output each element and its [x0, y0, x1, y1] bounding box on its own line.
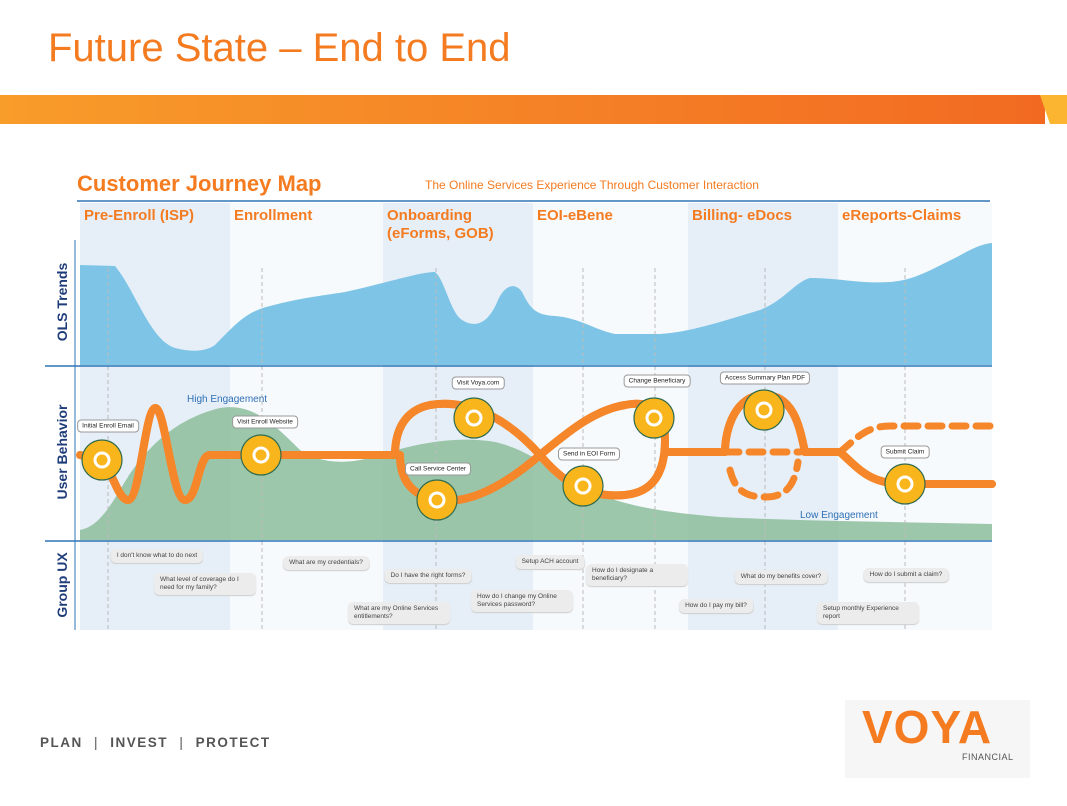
touchpoint-glyph	[645, 409, 663, 427]
touchpoint-glyph	[465, 409, 483, 427]
touchpoint-label: Visit Voya.com	[451, 376, 505, 390]
engagement-label: High Engagement	[187, 394, 268, 405]
stage-label: Billing- eDocs	[692, 207, 793, 224]
touchpoint-label: Initial Enroll Email	[77, 419, 139, 433]
touchpoint-label: Visit Enroll Website	[232, 415, 298, 429]
touchpoint-circle	[416, 479, 458, 521]
touchpoint-circle	[633, 397, 675, 439]
question-bubble: What do my benefits cover?	[734, 570, 828, 584]
separator: |	[94, 735, 100, 750]
separator: |	[179, 735, 185, 750]
touchpoint-label: Send in EOI Form	[557, 447, 621, 461]
logo-name: VOYA	[862, 701, 993, 753]
tagline: PLAN | INVEST | PROTECT	[40, 735, 271, 750]
row-label: OLS Trends	[54, 262, 70, 342]
engagement-label: Low Engagement	[800, 510, 878, 521]
touchpoint-glyph	[252, 446, 270, 464]
question-bubble: Setup monthly Experience report	[817, 602, 919, 624]
stage-label: Enrollment	[234, 207, 313, 224]
touchpoint-glyph	[896, 475, 914, 493]
map-title: Customer Journey Map	[77, 171, 322, 196]
engagement-area	[80, 407, 992, 540]
question-bubble: Setup ACH account	[515, 555, 585, 569]
row-label: Group UX	[54, 552, 70, 618]
touchpoint-glyph	[93, 451, 111, 469]
question-bubble: How do I change my Online Services passw…	[471, 590, 573, 612]
tagline-word: PLAN	[40, 735, 83, 750]
touchpoint-label: Submit Claim	[880, 445, 930, 459]
stage-label: Onboarding (eForms, GOB)	[387, 207, 494, 242]
tagline-word: PROTECT	[195, 735, 271, 750]
touchpoint-circle	[81, 439, 123, 481]
touchpoint-label: Call Service Center	[405, 462, 471, 476]
question-bubble: How do I designate a beneficiary?	[586, 564, 688, 586]
header-bar	[0, 95, 1045, 124]
touchpoint-circle	[562, 465, 604, 507]
touchpoint-glyph	[755, 401, 773, 419]
tagline-word: INVEST	[110, 735, 169, 750]
touchpoint-circle	[743, 389, 785, 431]
header-chevron	[1040, 95, 1067, 124]
journey-path	[76, 391, 996, 501]
question-bubble: What are my Online Services entitlements…	[348, 602, 450, 624]
touchpoint-glyph	[428, 491, 446, 509]
touchpoint-circle	[453, 397, 495, 439]
touchpoint-label: Change Beneficiary	[623, 374, 691, 388]
question-bubble: What level of coverage do I need for my …	[154, 573, 256, 595]
question-bubble: What are my credentials?	[283, 556, 369, 570]
touchpoint-label: Access Summary Plan PDF	[719, 371, 811, 385]
row-label: User Behavior	[54, 404, 70, 500]
question-bubble: Do I have the right forms?	[384, 569, 472, 583]
question-bubble: I don't know what to do next	[110, 549, 204, 563]
slide-title: Future State – End to End	[48, 26, 511, 70]
question-bubble: How do I submit a claim?	[863, 568, 949, 582]
stage-label: Pre-Enroll (ISP)	[84, 207, 195, 224]
stage-label: EOI-eBene	[537, 207, 613, 224]
touchpoint-circle	[884, 463, 926, 505]
touchpoint-glyph	[574, 477, 592, 495]
logo-sub: FINANCIAL	[962, 752, 1014, 762]
touchpoint-circle	[240, 434, 282, 476]
stage-label: eReports-Claims	[842, 207, 962, 224]
touchpoint-icons	[81, 389, 926, 521]
logo-box	[845, 700, 1030, 778]
map-subtitle: The Online Services Experience Through C…	[425, 178, 759, 192]
question-bubble: How do I pay my bill?	[679, 599, 753, 613]
ols-trend-area	[80, 243, 992, 365]
